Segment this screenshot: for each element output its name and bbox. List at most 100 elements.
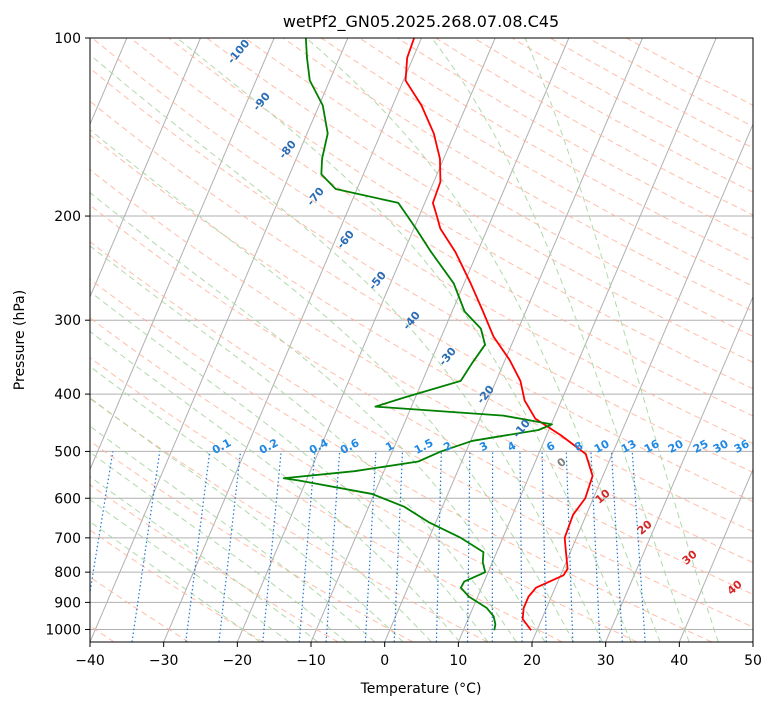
dry-adiabat-label: -80 bbox=[276, 138, 299, 162]
isotherm-line bbox=[90, 38, 275, 471]
moist-adiabat bbox=[90, 499, 290, 642]
mixing-ratio-label: 10 bbox=[592, 437, 612, 456]
isotherm-line bbox=[90, 38, 201, 299]
dry-adiabat bbox=[549, 38, 753, 149]
moist-adiabat bbox=[90, 129, 575, 642]
mixing-ratio-label: 30 bbox=[711, 437, 731, 456]
y-tick-label: 800 bbox=[54, 565, 81, 581]
dry-adiabat bbox=[90, 278, 712, 642]
plot-frame bbox=[89, 37, 754, 643]
isotherm-line bbox=[457, 38, 717, 642]
mixing-ratio-line bbox=[590, 451, 601, 642]
dry-adiabat bbox=[435, 38, 753, 216]
x-tick-label: −30 bbox=[149, 653, 179, 669]
isotherm-line bbox=[90, 38, 349, 642]
x-tick-label: −20 bbox=[223, 653, 253, 669]
isotherm-line bbox=[752, 640, 753, 642]
moist-adiabat bbox=[90, 451, 347, 642]
mixing-ratio-line bbox=[131, 451, 161, 642]
x-tick-label: −40 bbox=[75, 653, 105, 669]
moist-adiabat bbox=[431, 38, 690, 642]
mixing-ratio-line bbox=[218, 451, 242, 642]
mixing-ratio-label: 0.2 bbox=[257, 436, 280, 457]
mixing-ratio-line bbox=[435, 451, 442, 642]
dry-adiabat-label: -90 bbox=[250, 90, 273, 114]
dry-adiabat-label: -70 bbox=[304, 185, 327, 209]
isotherm-line bbox=[678, 468, 753, 642]
dry-adiabat bbox=[168, 38, 753, 390]
moist-adiabat bbox=[90, 191, 546, 642]
dry-adiabat-label: -30 bbox=[436, 345, 459, 369]
moist-adiabat bbox=[90, 476, 319, 642]
moist-adiabat bbox=[305, 38, 661, 642]
y-axis-label: Pressure (hPa) bbox=[12, 290, 28, 390]
dry-adiabat bbox=[511, 38, 753, 171]
x-tick-label: 40 bbox=[670, 653, 688, 669]
dry-adiabat-label: -40 bbox=[400, 309, 423, 333]
moist-adiabat bbox=[90, 425, 376, 642]
mixing-ratio-line bbox=[610, 451, 623, 642]
temperature-profile bbox=[404, 38, 594, 631]
dry-adiabat bbox=[90, 204, 753, 595]
y-tick-label: 500 bbox=[54, 444, 81, 460]
mixing-ratio-line bbox=[565, 451, 574, 642]
mixing-ratio-line bbox=[185, 451, 211, 642]
axes: −40 −30 −20 −10 0 10 20 30 40 50 100 200 300 400 500 60… bbox=[45, 31, 762, 669]
moist-adiabat-label: 30 bbox=[680, 547, 700, 567]
moist-adiabat bbox=[90, 54, 603, 642]
x-axis-label: Temperature (°C) bbox=[360, 681, 482, 697]
mixing-ratio-label: 25 bbox=[691, 437, 711, 456]
dry-adiabat bbox=[90, 241, 753, 628]
dry-adiabat bbox=[90, 398, 488, 642]
moist-adiabat-label: 10 bbox=[593, 486, 613, 506]
dry-adiabat bbox=[282, 38, 753, 312]
dry-adiabat bbox=[359, 38, 753, 263]
x-tick-label: 30 bbox=[597, 653, 615, 669]
moist-adiabat bbox=[90, 397, 404, 642]
dry-adiabat-label: -50 bbox=[366, 269, 389, 293]
mixing-ratio-label: 20 bbox=[666, 437, 686, 456]
x-tick-label: 0 bbox=[380, 653, 389, 669]
isotherm-line bbox=[236, 38, 496, 642]
dry-adiabat bbox=[130, 38, 753, 417]
moist-adiabat bbox=[90, 291, 489, 642]
dry-adiabat bbox=[588, 38, 753, 128]
dry-adiabat bbox=[91, 38, 753, 445]
x-tick-label: 20 bbox=[523, 653, 541, 669]
moist-adiabat-label: 40 bbox=[725, 577, 745, 597]
moist-adiabat bbox=[90, 245, 517, 642]
x-tick-label: −10 bbox=[296, 653, 326, 669]
dry-adiabat bbox=[90, 529, 264, 642]
mixing-ratio-label: 0.4 bbox=[307, 436, 331, 457]
y-tick-label: 700 bbox=[54, 531, 81, 547]
moist-adiabat bbox=[524, 38, 719, 642]
isotherm-line bbox=[384, 38, 643, 642]
plot-area: 0.1 0.2 0.4 0.6 1 1.5 2 3 4 6 8 10 13 16 20 25 30 36-100-… bbox=[90, 38, 753, 642]
isotherm-line bbox=[531, 123, 753, 642]
x-tick-label: 50 bbox=[744, 653, 762, 669]
mixing-ratio-label: 1.5 bbox=[412, 436, 435, 457]
dry-adiabat bbox=[90, 100, 753, 503]
y-tick-label: 400 bbox=[54, 387, 81, 403]
dry-adiabat bbox=[90, 357, 563, 642]
mixing-ratio-line bbox=[364, 451, 377, 642]
moist-adiabat bbox=[90, 330, 461, 642]
chart-title: wetPf2_GN05.2025.268.07.08.C45 bbox=[283, 12, 559, 32]
y-tick-label: 900 bbox=[54, 595, 81, 611]
mixing-ratio-label: 0.6 bbox=[338, 436, 362, 457]
mixing-ratio-label: 13 bbox=[619, 437, 639, 456]
y-tick-label: 100 bbox=[54, 31, 81, 47]
moist-adiabat bbox=[176, 38, 632, 642]
y-tick-label: 1000 bbox=[45, 622, 81, 638]
dry-adiabat bbox=[244, 38, 753, 337]
dry-adiabat bbox=[90, 576, 190, 642]
isotherm-line bbox=[605, 295, 753, 642]
mixing-ratio-line bbox=[519, 451, 523, 642]
y-tick-label: 200 bbox=[54, 209, 81, 225]
x-tick-label: 10 bbox=[449, 653, 467, 669]
isotherm-line bbox=[163, 38, 422, 642]
dry-adiabat bbox=[90, 169, 753, 564]
y-tick-label: 600 bbox=[54, 491, 81, 507]
mixing-ratio-label: 36 bbox=[732, 437, 752, 456]
